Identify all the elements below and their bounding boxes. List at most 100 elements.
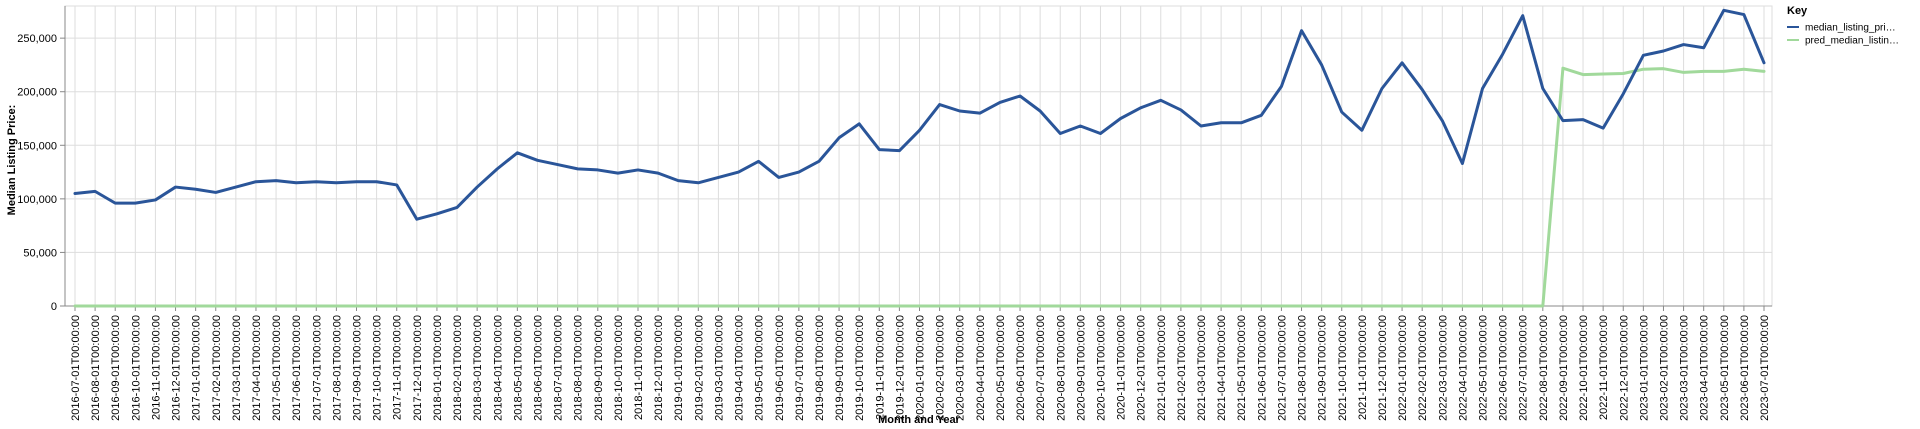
x-tick-label: 2020-04-01T00:00:00: [975, 315, 987, 421]
x-tick-label: 2021-09-01T00:00:00: [1317, 315, 1329, 421]
x-tick-label: 2022-06-01T00:00:00: [1498, 315, 1510, 421]
x-tick-label: 2017-09-01T00:00:00: [352, 315, 364, 421]
y-tick-label: 200,000: [17, 87, 57, 99]
x-tick-label: 2020-12-01T00:00:00: [1136, 315, 1148, 421]
x-tick-label: 2021-01-01T00:00:00: [1156, 315, 1168, 421]
x-tick-label: 2018-01-01T00:00:00: [432, 315, 444, 421]
x-tick-label: 2018-05-01T00:00:00: [512, 315, 524, 421]
x-tick-label: 2019-01-01T00:00:00: [673, 315, 685, 421]
x-tick-label: 2023-04-01T00:00:00: [1699, 315, 1711, 421]
legend-label: pred_median_listin…: [1805, 36, 1899, 47]
y-tick-label: 50,000: [23, 247, 57, 259]
x-tick-label: 2022-04-01T00:00:00: [1457, 315, 1469, 421]
y-tick-label: 150,000: [17, 140, 57, 152]
x-tick-label: 2018-04-01T00:00:00: [492, 315, 504, 421]
x-tick-label: 2022-08-01T00:00:00: [1538, 315, 1550, 421]
x-tick-label: 2020-05-01T00:00:00: [995, 315, 1007, 421]
x-tick-label: 2021-07-01T00:00:00: [1276, 315, 1288, 421]
y-axis: 0 50,000 100,000 150,000 200,000 250,000: [17, 6, 66, 313]
x-tick-label: 2021-06-01T00:00:00: [1256, 315, 1268, 421]
x-tick-label: 2020-09-01T00:00:00: [1075, 315, 1087, 421]
x-tick-label: 2018-02-01T00:00:00: [452, 315, 464, 421]
x-tick-label: 2018-08-01T00:00:00: [573, 315, 585, 421]
series-lines: [73, 8, 1766, 308]
x-tick-label: 2019-06-01T00:00:00: [774, 315, 786, 421]
y-tick-label: 100,000: [17, 194, 57, 206]
x-tick-label: 2023-02-01T00:00:00: [1658, 315, 1670, 421]
x-tick-label: 2017-02-01T00:00:00: [211, 315, 223, 421]
x-tick-label: 2016-12-01T00:00:00: [171, 315, 183, 421]
x-tick-label: 2019-12-01T00:00:00: [894, 315, 906, 421]
x-tick-label: 2023-06-01T00:00:00: [1739, 315, 1751, 421]
x-tick-label: 2019-07-01T00:00:00: [794, 315, 806, 421]
x-tick-label: 2023-03-01T00:00:00: [1679, 315, 1691, 421]
x-tick-label: 2022-09-01T00:00:00: [1558, 315, 1570, 421]
x-tick-label: 2020-07-01T00:00:00: [1035, 315, 1047, 421]
x-tick-label: 2022-10-01T00:00:00: [1578, 315, 1590, 421]
x-tick-label: 2016-09-01T00:00:00: [110, 315, 122, 421]
x-tick-label: 2017-07-01T00:00:00: [311, 315, 323, 421]
x-tick-label: 2021-10-01T00:00:00: [1337, 315, 1349, 421]
x-tick-label: 2018-07-01T00:00:00: [553, 315, 565, 421]
x-tick-label: 2019-04-01T00:00:00: [734, 315, 746, 421]
x-tick-label: 2019-08-01T00:00:00: [814, 315, 826, 421]
x-tick-label: 2017-12-01T00:00:00: [412, 315, 424, 421]
x-tick-label: 2022-05-01T00:00:00: [1478, 315, 1490, 421]
x-tick-label: 2016-11-01T00:00:00: [150, 315, 162, 420]
x-tick-label: 2017-06-01T00:00:00: [291, 315, 303, 421]
gridlines: [64, 5, 1773, 307]
x-tick-label: 2021-11-01T00:00:00: [1357, 315, 1369, 420]
x-tick-label: 2021-12-01T00:00:00: [1377, 315, 1389, 421]
y-tick-label: 0: [51, 301, 57, 313]
x-tick-label: 2019-11-01T00:00:00: [874, 315, 886, 420]
x-tick-label: 2018-12-01T00:00:00: [653, 315, 665, 421]
x-tick-label: 2016-08-01T00:00:00: [90, 315, 102, 421]
x-tick-label: 2019-02-01T00:00:00: [693, 315, 705, 421]
x-tick-label: 2023-07-01T00:00:00: [1759, 315, 1771, 421]
x-tick-label: 2018-11-01T00:00:00: [633, 315, 645, 420]
x-tick-label: 2017-08-01T00:00:00: [331, 315, 343, 421]
x-tick-label: 2020-02-01T00:00:00: [935, 315, 947, 421]
x-tick-label: 2017-05-01T00:00:00: [271, 315, 283, 421]
x-tick-label: 2017-10-01T00:00:00: [372, 315, 384, 421]
x-tick-label: 2018-10-01T00:00:00: [613, 315, 625, 421]
x-tick-label: 2019-09-01T00:00:00: [834, 315, 846, 421]
x-tick-label: 2017-04-01T00:00:00: [251, 315, 263, 421]
legend-label: median_listing_pri…: [1805, 23, 1896, 34]
x-tick-label: 2023-01-01T00:00:00: [1638, 315, 1650, 421]
x-tick-label: 2023-05-01T00:00:00: [1719, 315, 1731, 421]
x-tick-label: 2017-03-01T00:00:00: [231, 315, 243, 421]
x-tick-label: 2016-07-01T00:00:00: [70, 315, 82, 421]
legend-title: Key: [1787, 5, 1808, 17]
plot-frame: [64, 5, 1773, 307]
y-axis-title: Median Listing Price:: [6, 105, 18, 216]
x-tick-label: 2021-02-01T00:00:00: [1176, 315, 1188, 421]
x-tick-label: 2018-06-01T00:00:00: [532, 315, 544, 421]
x-tick-label: 2022-11-01T00:00:00: [1598, 315, 1610, 420]
x-tick-label: 2017-01-01T00:00:00: [191, 315, 203, 421]
y-tick-label: 250,000: [17, 33, 57, 45]
x-tick-label: 2021-08-01T00:00:00: [1297, 315, 1309, 421]
x-tick-label: 2022-07-01T00:00:00: [1518, 315, 1530, 421]
x-tick-label: 2021-03-01T00:00:00: [1196, 315, 1208, 421]
series-line-1: [73, 66, 1766, 308]
x-tick-label: 2016-10-01T00:00:00: [130, 315, 142, 421]
x-tick-label: 2020-01-01T00:00:00: [915, 315, 927, 421]
x-tick-label: 2021-05-01T00:00:00: [1236, 315, 1248, 421]
x-tick-label: 2020-03-01T00:00:00: [955, 315, 967, 421]
x-axis: 2016-07-01T00:00:00 2016-08-01T00:00:00 20…: [65, 305, 1772, 421]
x-tick-label: 2021-04-01T00:00:00: [1216, 315, 1228, 421]
x-tick-label: 2022-02-01T00:00:00: [1417, 315, 1429, 421]
x-tick-label: 2020-11-01T00:00:00: [1116, 315, 1128, 420]
x-tick-label: 2018-03-01T00:00:00: [472, 315, 484, 421]
x-tick-label: 2022-01-01T00:00:00: [1397, 315, 1409, 421]
x-axis-title: Month and Year: [878, 414, 960, 426]
series-line-0: [73, 8, 1766, 221]
x-tick-label: 2017-11-01T00:00:00: [392, 315, 404, 420]
x-tick-label: 2020-10-01T00:00:00: [1095, 315, 1107, 421]
x-tick-label: 2018-09-01T00:00:00: [593, 315, 605, 421]
x-tick-label: 2020-06-01T00:00:00: [1015, 315, 1027, 421]
x-tick-label: 2019-05-01T00:00:00: [754, 315, 766, 421]
x-tick-label: 2022-03-01T00:00:00: [1437, 315, 1449, 421]
